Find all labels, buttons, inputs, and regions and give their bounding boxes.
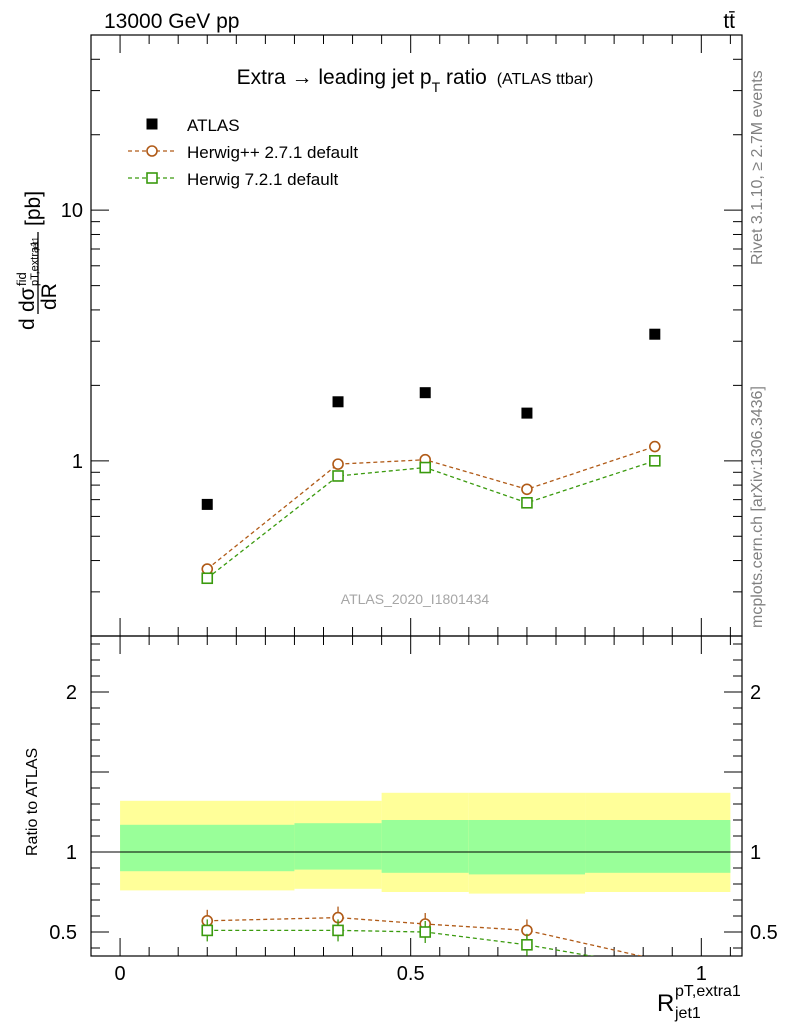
svg-text:jet1: jet1 <box>674 1005 701 1022</box>
legend-label: ATLAS <box>187 116 240 135</box>
ratio-data-point <box>332 924 344 937</box>
ratio-data-point <box>419 926 432 938</box>
legend-marker <box>146 172 158 184</box>
main-data-point <box>649 440 661 453</box>
rivet-version-label: Rivet 3.1.10, ≥ 2.7M events <box>749 70 766 265</box>
main-data-point <box>332 470 344 482</box>
main-y-tick-labels: 1 10 <box>61 200 83 473</box>
legend: ATLAS Herwig++ 2.7.1 default Herwig 7.2.1 … <box>128 116 358 189</box>
ratio-series-clipped <box>201 906 644 956</box>
x-tick-label: 1 <box>696 963 707 985</box>
main-y-axis-label: d dσ fid dR [pb] pT,extra1 jet1 <box>14 191 61 330</box>
ratio-panel-frame <box>90 635 743 957</box>
svg-text:R: R <box>657 990 674 1017</box>
mcplots-label: mcplots.cern.ch [arXiv:1306.3436] <box>749 386 766 628</box>
svg-text:dR: dR <box>38 283 61 310</box>
main-data-point <box>649 328 661 340</box>
svg-text:fid: fid <box>14 272 29 286</box>
svg-text:jet1: jet1 <box>31 237 40 251</box>
ratio-y-tick-label: 1 <box>66 842 77 864</box>
svg-text:[pb]: [pb] <box>22 191 45 226</box>
main-y-tick-label: 1 <box>72 451 83 473</box>
ratio-y-tick-label: 0.5 <box>49 922 77 944</box>
stat-uncertainty-band <box>294 823 382 870</box>
stat-uncertainty-band <box>120 824 295 872</box>
main-data-point <box>521 496 533 509</box>
main-data-point <box>332 396 344 408</box>
stat-uncertainty-band <box>381 820 469 873</box>
main-data-point <box>649 455 661 467</box>
energy-label: 13000 GeV pp <box>104 10 239 33</box>
legend-marker <box>146 145 158 157</box>
main-series-line <box>206 460 656 579</box>
ratio-series-line <box>207 929 595 956</box>
ratio-y-tick-label-right: 0.5 <box>750 922 778 944</box>
legend-label: Herwig++ 2.7.1 default <box>187 143 358 162</box>
main-data-point <box>332 458 344 470</box>
x-tick-labels: 0 0.5 1 <box>115 963 707 985</box>
ratio-series-line <box>207 916 644 956</box>
main-data-point <box>201 498 213 510</box>
x-tick-label: 0 <box>115 963 126 985</box>
ratio-data-point <box>521 938 533 951</box>
svg-text:d: d <box>16 318 39 330</box>
ratio-uncertainty-bands <box>120 792 731 894</box>
main-data-point <box>521 407 533 419</box>
x-tick-label: 0.5 <box>397 963 425 985</box>
analysis-watermark: ATLAS_2020_I1801434 <box>341 591 490 607</box>
legend-marker <box>146 118 158 130</box>
ratio-y-axis-label: Ratio to ATLAS <box>24 748 41 856</box>
ratio-y-tick-label: 2 <box>66 682 77 704</box>
main-data-point <box>201 572 214 585</box>
ratio-y-tick-label-right: 2 <box>750 682 761 704</box>
main-y-tick-label: 10 <box>61 200 83 222</box>
svg-text:pT,extra1: pT,extra1 <box>675 983 741 1000</box>
chart-title: Extra → leading jet pT ratio (ATLAS ttba… <box>237 66 594 95</box>
process-label: tt̄ <box>723 10 735 33</box>
stat-uncertainty-band <box>585 820 731 873</box>
main-data-point <box>419 461 432 474</box>
main-axis-ticks <box>91 34 742 637</box>
legend-label: Herwig 7.2.1 default <box>187 170 338 189</box>
ratio-series-group <box>201 906 644 956</box>
main-series-group <box>201 328 661 585</box>
ratio-y-tick-label-right: 1 <box>750 842 761 864</box>
main-series-line <box>206 445 656 570</box>
ratio-data-point <box>201 924 214 937</box>
x-axis-label: R pT,extra1 jet1 <box>657 983 741 1022</box>
stat-uncertainty-band <box>468 820 586 875</box>
svg-text:dσ: dσ <box>16 287 39 312</box>
main-data-point <box>521 483 533 496</box>
main-data-point <box>419 387 431 399</box>
ratio-y-tick-labels: 0.5 0.5 1 1 2 2 <box>49 682 778 944</box>
svg-text:pT,extra1: pT,extra1 <box>29 241 41 286</box>
